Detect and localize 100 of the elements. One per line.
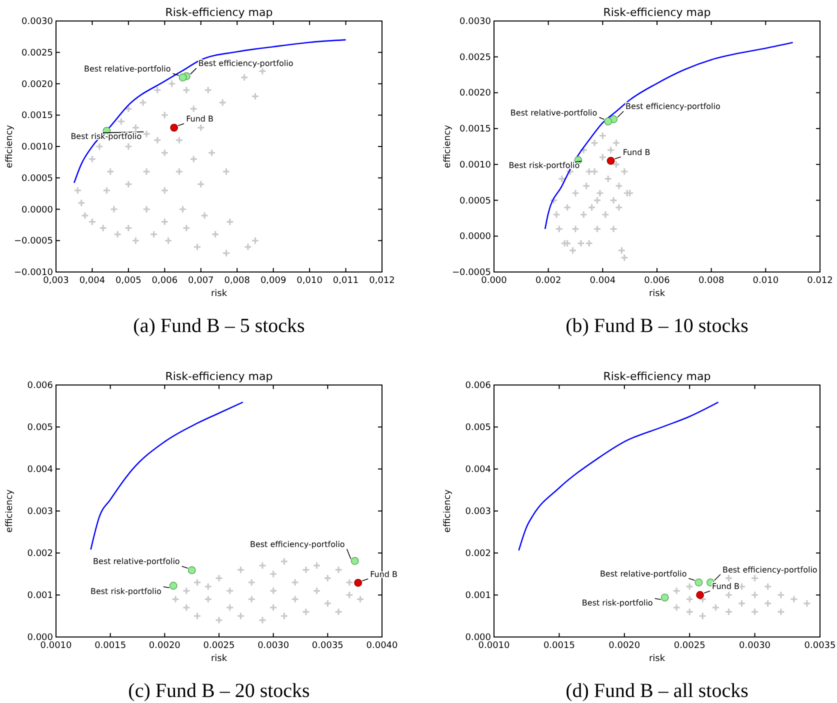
y-tick-label: 0.000: [465, 633, 492, 643]
point: [182, 604, 190, 612]
y-tick-label: 0.0005: [460, 196, 491, 206]
annotation: Best relative-portfolio: [84, 64, 171, 74]
point: [99, 224, 108, 232]
y-tick-label: −0.0005: [14, 236, 53, 247]
point: [193, 242, 202, 251]
point: [696, 591, 704, 599]
chart-title: Risk-efficiency map: [165, 370, 273, 383]
point: [686, 608, 694, 616]
point: [204, 86, 212, 94]
point: [80, 212, 89, 220]
point: [142, 205, 151, 214]
point: [226, 218, 234, 226]
point: [240, 73, 248, 82]
annotation: Best risk-portfolio: [582, 598, 653, 608]
point: [790, 595, 798, 604]
x-tick-label: 0.0035: [312, 641, 344, 651]
y-tick-label: 0.000: [27, 633, 54, 643]
y-axis-title: efficiency: [443, 488, 453, 533]
point: [182, 86, 190, 94]
y-tick-label: 0.0030: [22, 17, 54, 27]
point: [672, 604, 681, 612]
x-tick-label: 0.0015: [543, 641, 575, 651]
annotation: Fund B: [186, 114, 214, 124]
x-axis-title: risk: [648, 654, 666, 664]
point: [160, 148, 169, 157]
x-tick-label: 0.0015: [94, 641, 126, 651]
point: [601, 210, 610, 219]
point: [802, 599, 811, 608]
point: [204, 582, 212, 591]
point: [160, 186, 169, 194]
point: [124, 180, 132, 188]
text: (b) Fund B – 10 stocks: [566, 315, 749, 337]
annotation: Fund B: [622, 148, 650, 157]
y-tick-label: 0.002: [27, 549, 53, 559]
point: [606, 156, 615, 165]
point: [164, 236, 172, 245]
point: [550, 196, 558, 204]
point: [182, 586, 190, 595]
point: [172, 595, 180, 604]
point: [280, 557, 288, 566]
point: [724, 574, 733, 582]
point: [610, 224, 618, 233]
point: [312, 586, 321, 595]
point: [251, 92, 260, 100]
point: [251, 236, 260, 245]
point: [114, 230, 122, 238]
x-tick-label: 0.0020: [148, 641, 181, 651]
x-tick-label: 0.0025: [203, 641, 235, 651]
point: [258, 616, 266, 624]
point: [612, 160, 620, 168]
y-axis-title: efficiency: [5, 124, 15, 168]
point: [258, 562, 266, 570]
point: [160, 218, 169, 226]
point: [620, 168, 628, 176]
point: [598, 153, 607, 162]
point: [138, 98, 147, 107]
point: [269, 604, 278, 612]
point: [193, 612, 202, 620]
point: [612, 138, 620, 147]
point: [350, 557, 359, 565]
x-tick-label: 0.008: [698, 276, 724, 286]
point: [610, 196, 618, 204]
annotation: Best risk-portfolio: [90, 586, 162, 596]
y-tick-label: 0.0030: [460, 17, 492, 27]
point: [580, 210, 588, 219]
x-tick-label: 0,007: [188, 276, 214, 286]
x-axis-title: risk: [648, 289, 666, 299]
point: [590, 168, 599, 176]
x-tick-label: 0.010: [752, 276, 779, 286]
point: [200, 212, 209, 220]
point: [588, 203, 596, 212]
point: [150, 230, 158, 238]
y-tick-label: 0.0020: [460, 88, 492, 99]
y-tick-label: 0.0000: [460, 232, 492, 242]
chart-title: Risk-efficiency map: [165, 6, 273, 19]
y-tick-label: 0.005: [465, 423, 491, 433]
point: [248, 595, 256, 604]
y-tick-label: 0.001: [465, 591, 491, 601]
point: [686, 582, 694, 591]
point: [552, 210, 560, 219]
point: [596, 189, 604, 198]
point: [244, 242, 252, 251]
annotation: Best efficiency-portfolio: [626, 102, 720, 112]
y-tick-label: 0.0015: [460, 124, 491, 135]
point: [604, 117, 612, 126]
point: [302, 608, 310, 616]
chart-title: Risk-efficiency map: [603, 6, 711, 19]
point: [593, 196, 602, 204]
point: [182, 224, 190, 232]
point: [582, 182, 590, 190]
line-series: [90, 402, 244, 550]
point: [124, 142, 132, 150]
point: [190, 104, 198, 113]
point: [572, 189, 580, 198]
x-tick-label: 0,004: [79, 276, 106, 286]
y-tick-label: 0.004: [27, 465, 54, 475]
point: [291, 595, 300, 604]
point: [110, 205, 118, 214]
